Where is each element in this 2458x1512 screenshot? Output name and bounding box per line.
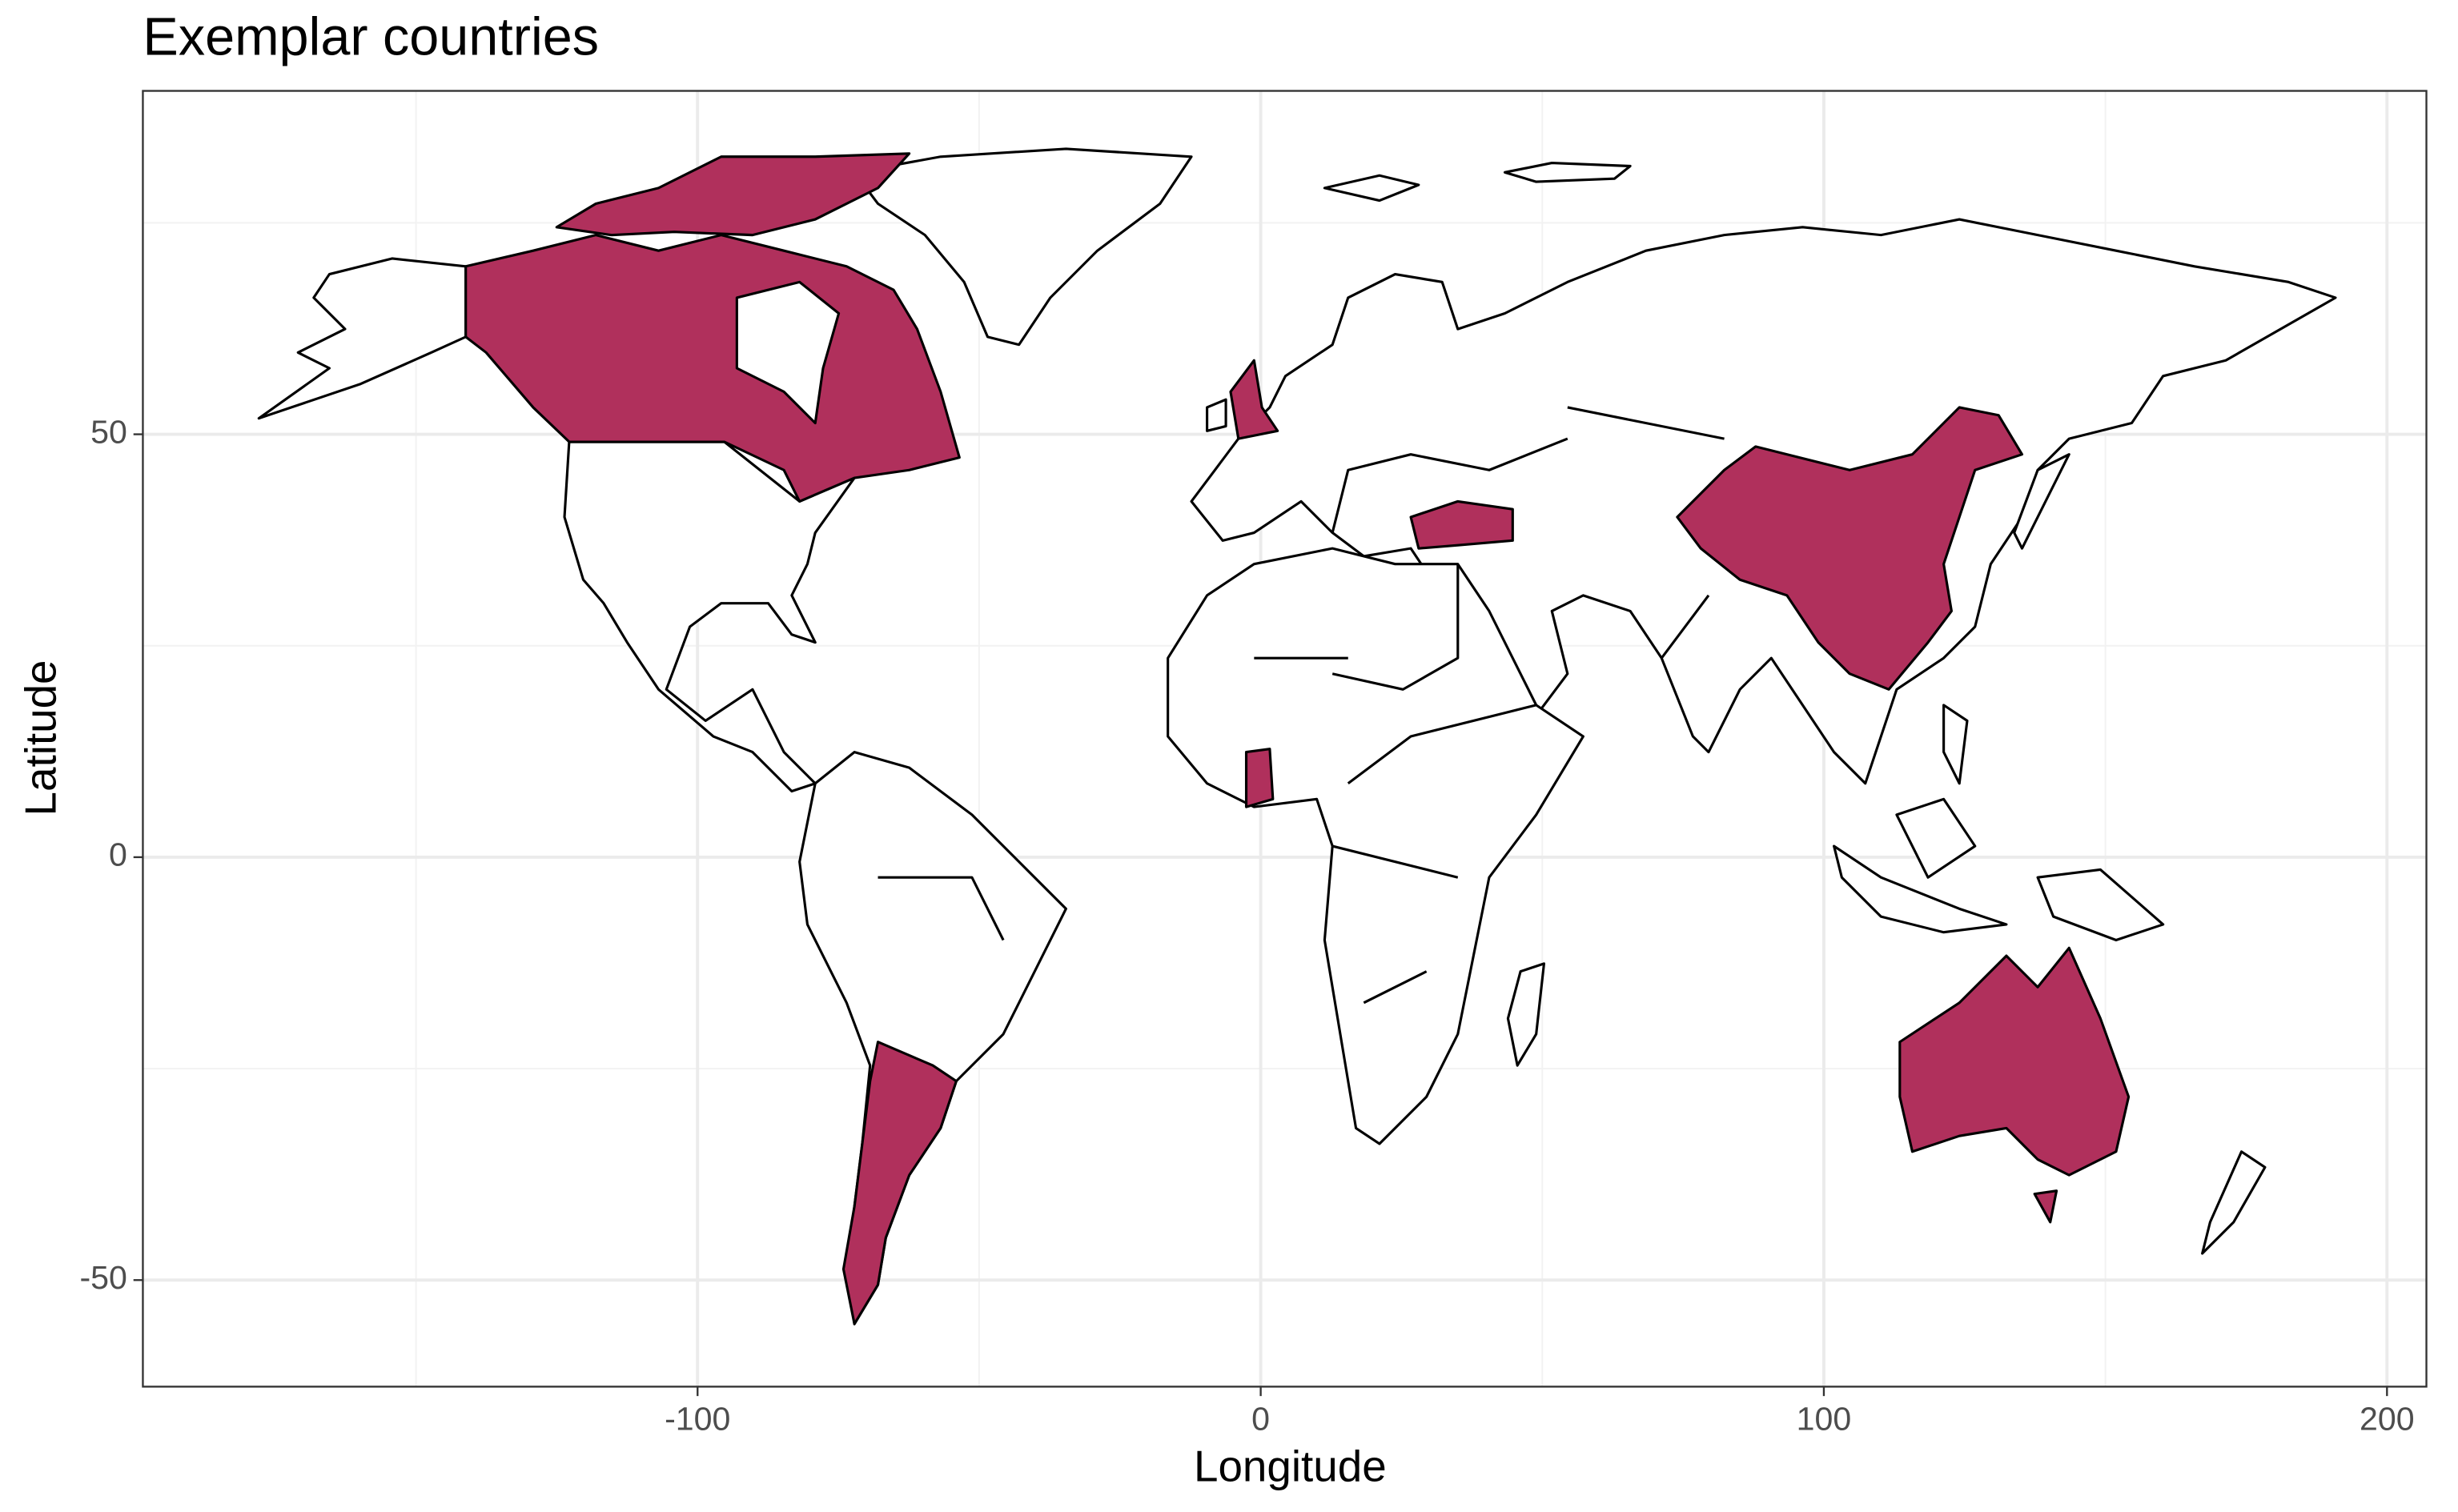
world-map	[257, 147, 2337, 1326]
y-tick-label: 50	[90, 413, 127, 450]
x-axis-label: Longitude	[1194, 1442, 1387, 1491]
greenland	[853, 147, 1193, 347]
new-guinea	[2036, 868, 2165, 942]
y-axis-label: Latitude	[16, 660, 66, 816]
madagascar	[1506, 962, 1546, 1067]
alaska	[257, 257, 468, 420]
chart-title: Exemplar countries	[143, 7, 599, 66]
y-tick-label: 0	[109, 836, 127, 873]
x-tick-label: -100	[665, 1400, 730, 1437]
china	[1676, 406, 2024, 691]
tasmania	[2033, 1189, 2058, 1224]
canada	[464, 234, 961, 503]
new-zealand	[2201, 1150, 2267, 1255]
philippines	[1942, 704, 1969, 785]
borneo	[1895, 797, 1977, 879]
sumatra-java	[1833, 844, 2008, 934]
ireland	[1206, 398, 1227, 432]
canada-arctic	[555, 152, 911, 237]
united-kingdom	[1229, 359, 1279, 440]
africa	[1167, 547, 1584, 1145]
x-tick-label: 100	[1797, 1400, 1852, 1437]
usa-mexico	[563, 440, 856, 793]
x-tick-label: 0	[1251, 1400, 1270, 1437]
axes: -100 0 100 200 -50 0 50	[79, 413, 2414, 1437]
turkey	[1409, 499, 1514, 550]
panel-border	[142, 90, 2428, 1388]
argentina	[841, 1041, 958, 1326]
arctic-islands	[1323, 162, 1632, 203]
ghana	[1244, 748, 1275, 808]
country-borders	[878, 406, 1725, 1005]
australia	[1898, 946, 2131, 1177]
x-tick-label: 200	[2360, 1400, 2415, 1437]
hudson-bay	[735, 280, 841, 425]
y-tick-label: -50	[79, 1259, 127, 1296]
japan	[2013, 453, 2070, 550]
